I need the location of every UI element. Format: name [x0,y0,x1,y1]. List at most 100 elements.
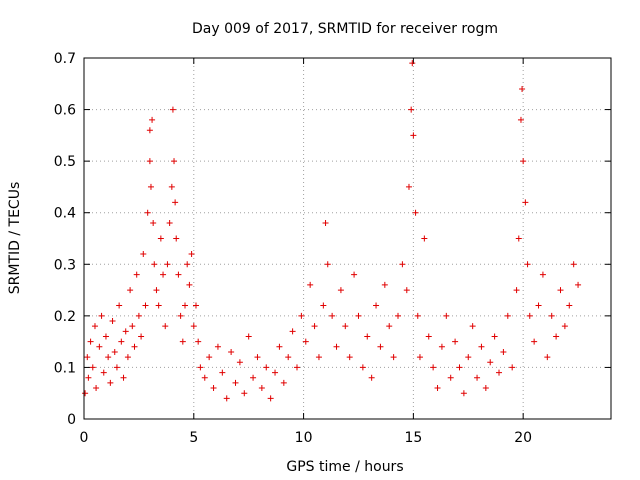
data-point [186,281,193,288]
data-point [219,369,226,376]
data-point [91,323,98,330]
data-point [425,333,432,340]
data-point [500,348,507,355]
data-point [513,287,520,294]
data-point [107,379,114,386]
data-point [482,385,489,392]
data-point [146,158,153,165]
data-point [298,312,305,319]
data-point [182,302,189,309]
data-point [241,390,248,397]
data-point [487,359,494,366]
x-tick-label: 20 [514,430,532,446]
data-point [412,209,419,216]
data-point [169,106,176,113]
data-point [474,374,481,381]
data-point [160,271,167,278]
data-point [368,374,375,381]
data-point [129,323,136,330]
data-point [447,374,454,381]
data-point [166,220,173,227]
y-tick-label: 0.6 [54,103,76,119]
data-point [93,385,100,392]
data-point [311,323,318,330]
plot-frame [83,57,612,420]
data-point [171,158,178,165]
data-point [289,328,296,335]
data-point [172,199,179,206]
y-tick-label: 0 [67,412,76,428]
data-point [390,354,397,361]
data-point [405,183,412,190]
data-point [144,209,151,216]
data-point [504,312,511,319]
data-point [452,338,459,345]
data-point [293,364,300,371]
data-point [395,312,402,319]
data-point [245,333,252,340]
data-point [179,338,186,345]
data-point [557,287,564,294]
data-point [416,354,423,361]
data-point [535,302,542,309]
y-tick-label: 0.2 [54,309,76,325]
data-point [333,343,340,350]
data-point [188,250,195,257]
data-point [496,369,503,376]
data-point [210,385,217,392]
data-point [522,199,529,206]
data-points [82,60,582,402]
data-point [162,323,169,330]
data-point [337,287,344,294]
data-point [263,364,270,371]
y-tick-label: 0.7 [54,51,76,67]
data-point [258,385,265,392]
data-point [118,338,125,345]
data-point [575,281,582,288]
data-point [430,364,437,371]
data-point [184,261,191,268]
data-point [192,302,199,309]
data-point [456,364,463,371]
data-point [177,312,184,319]
data-point [140,250,147,257]
data-point [147,183,154,190]
x-axis-label: GPS time / hours [286,459,403,475]
x-tick-label: 5 [189,430,198,446]
data-point [190,323,197,330]
data-point [285,354,292,361]
data-point [403,287,410,294]
data-point [460,390,467,397]
data-point [443,312,450,319]
data-point [109,318,116,325]
data-point [359,364,366,371]
data-point [87,338,94,345]
data-point [302,338,309,345]
data-point [100,369,107,376]
data-point [322,220,329,227]
y-tick-label: 0.5 [54,154,76,170]
data-point [351,271,358,278]
data-point [122,328,129,335]
data-point [491,333,498,340]
grid-layer [84,58,611,419]
data-point [131,343,138,350]
data-point [135,312,142,319]
data-point [517,116,524,123]
data-point [276,343,283,350]
data-point [127,287,134,294]
data-point [329,312,336,319]
data-point [531,338,538,345]
data-point [85,374,92,381]
data-point [153,287,160,294]
data-point [307,281,314,288]
data-point [236,359,243,366]
data-point [544,354,551,361]
x-tick-label: 0 [80,430,89,446]
data-point [386,323,393,330]
data-point [201,374,208,381]
data-point [570,261,577,268]
data-point [84,354,91,361]
data-point [146,127,153,134]
